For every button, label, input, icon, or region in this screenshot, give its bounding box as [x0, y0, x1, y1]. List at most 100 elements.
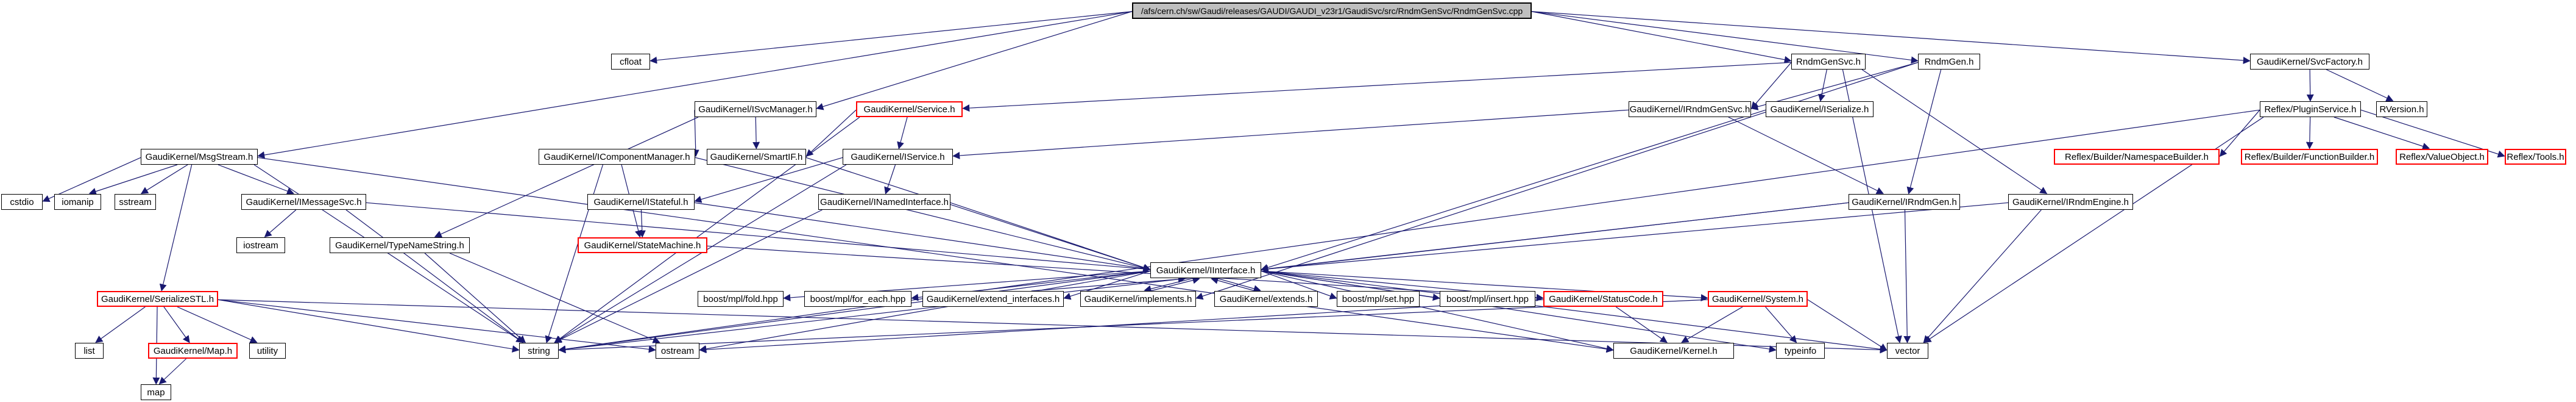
include-edge-imessagesvc-to-iinterface: [366, 202, 1151, 273]
include-edge-msgstream-to-sstream: [140, 164, 188, 194]
graph-node-ostream[interactable]: ostream: [656, 343, 699, 359]
include-edge-msgstream-to-iomanip: [88, 164, 178, 195]
graph-node-iservice[interactable]: GaudiKernel/IService.h: [843, 149, 953, 165]
graph-node-smartif[interactable]: GaudiKernel/SmartIF.h: [707, 149, 806, 165]
graph-node-fold[interactable]: boost/mpl/fold.hpp: [698, 291, 784, 307]
graph-node-rndmgen_h[interactable]: RndmGen.h: [1918, 54, 1980, 70]
graph-node-extends[interactable]: GaudiKernel/extends.h: [1214, 291, 1318, 307]
graph-node-map[interactable]: map: [141, 384, 171, 400]
graph-node-typenamestring[interactable]: GaudiKernel/TypeNameString.h: [330, 237, 470, 253]
include-edge-smartif-to-iinterface: [805, 157, 1151, 271]
include-edge-msgstream-to-cstdio: [42, 157, 141, 203]
include-edge-rndmgen_h-to-irndmgen: [1906, 69, 1942, 195]
include-edge-system-to-kernel: [1681, 306, 1743, 343]
include-edge-svcfactory-to-rversion: [2326, 69, 2394, 102]
include-edge-rndmgen_h-to-irndmgensvc: [1750, 62, 1919, 110]
graph-node-foreach[interactable]: boost/mpl/for_each.hpp: [804, 291, 911, 307]
graph-node-valueobject[interactable]: Reflex/ValueObject.h: [2396, 149, 2488, 165]
include-edge-rndmgensvc_h-to-service: [962, 62, 1792, 112]
graph-node-inamedinterface[interactable]: GaudiKernel/INamedInterface.h: [818, 194, 950, 210]
graph-node-irndmgensvc[interactable]: GaudiKernel/IRndmGenSvc.h: [1629, 101, 1751, 117]
include-edge-system-to-string: [558, 299, 1708, 354]
graph-node-string[interactable]: string: [519, 343, 559, 359]
include-edge-iservice-to-string: [554, 164, 847, 343]
graph-node-implements[interactable]: GaudiKernel/implements.h: [1080, 291, 1196, 307]
graph-node-imessagesvc[interactable]: GaudiKernel/IMessageSvc.h: [241, 194, 366, 210]
graph-node-statuscode[interactable]: GaudiKernel/StatusCode.h: [1543, 291, 1663, 307]
graph-node-extendif[interactable]: GaudiKernel/extend_interfaces.h: [922, 291, 1064, 307]
include-edge-statemachine-to-statuscode: [707, 245, 1544, 302]
include-edge-iinterface-to-typeinfo: [1261, 270, 1777, 353]
include-edge-irndmgen-to-vector: [1903, 209, 1911, 343]
include-edge-pluginservice-to-valueobject: [2334, 117, 2430, 150]
include-edge-icomponentmanager-to-iinterface: [695, 157, 1151, 272]
graph-node-statemachine[interactable]: GaudiKernel/StateMachine.h: [578, 237, 707, 253]
graph-node-isvcmanager[interactable]: GaudiKernel/ISvcManager.h: [695, 101, 816, 117]
include-edge-typenamestring-to-ostream: [449, 253, 660, 343]
include-edge-irndmengine-to-iinterface: [1261, 202, 2009, 273]
include-edge-system-to-vector: [1807, 299, 1888, 351]
include-edge-rndmgensvc_h-to-irndmengine: [1861, 69, 2048, 195]
graph-node-insert[interactable]: boost/mpl/insert.hpp: [1440, 291, 1535, 307]
graph-node-rndmgensvc_h[interactable]: RndmGenSvc.h: [1791, 54, 1866, 70]
include-edge-rndmgensvc_h-to-iserialize: [1818, 69, 1827, 102]
graph-node-map_h[interactable]: GaudiKernel/Map.h: [148, 343, 238, 359]
include-edge-imessagesvc-to-string: [345, 209, 524, 343]
graph-node-pluginservice[interactable]: Reflex/PluginService.h: [2260, 101, 2361, 117]
include-edge-cpp-to-rndmgen_h: [1531, 11, 1919, 64]
include-edge-isvcmanager-to-typenamestring: [434, 117, 699, 238]
include-edge-irndmengine-to-vector: [1923, 209, 2042, 343]
include-edge-inamedinterface-to-iinterface: [950, 202, 1151, 271]
include-edge-serializestl-to-vector: [218, 299, 1888, 354]
include-edge-iinterface-to-set: [1261, 270, 1337, 300]
graph-node-sstream[interactable]: sstream: [115, 194, 156, 210]
graph-node-irndmgen[interactable]: GaudiKernel/IRndmGen.h: [1849, 194, 1960, 210]
include-edge-istateful-to-iinterface: [694, 202, 1151, 273]
graph-node-service[interactable]: GaudiKernel/Service.h: [856, 101, 963, 117]
graph-node-serializestl[interactable]: GaudiKernel/SerializeSTL.h: [97, 291, 218, 307]
include-edge-cpp-to-msgstream: [257, 11, 1133, 159]
graph-node-irndmengine[interactable]: GaudiKernel/IRndmEngine.h: [2008, 194, 2133, 210]
graph-node-kernel[interactable]: GaudiKernel/Kernel.h: [1613, 343, 1734, 359]
graph-node-rversion[interactable]: RVersion.h: [2376, 101, 2427, 117]
include-edge-inamedinterface-to-string: [554, 209, 823, 343]
graph-node-nsbuilder[interactable]: Reflex/Builder/NamespaceBuilder.h: [2054, 149, 2220, 165]
include-edge-pluginservice-to-tools: [2360, 109, 2505, 158]
include-edge-msgstream-to-kernel: [257, 157, 1614, 353]
graph-node-iinterface[interactable]: GaudiKernel/IInterface.h: [1150, 262, 1261, 278]
graph-node-cstdio[interactable]: cstdio: [1, 194, 43, 210]
graph-node-system[interactable]: GaudiKernel/System.h: [1708, 291, 1808, 307]
graph-node-set[interactable]: boost/mpl/set.hpp: [1337, 291, 1420, 307]
graph-node-iserialize[interactable]: GaudiKernel/ISerialize.h: [1766, 101, 1874, 117]
graph-node-cpp[interactable]: /afs/cern.ch/sw/Gaudi/releases/GAUDI/GAU…: [1132, 2, 1532, 19]
include-edge-service-to-string: [554, 117, 860, 343]
graph-node-icomponentmanager[interactable]: GaudiKernel/IComponentManager.h: [539, 149, 695, 165]
include-edge-iinterface-to-vector: [1261, 270, 1888, 353]
include-edge-msgstream-to-serializestl: [159, 164, 193, 292]
include-edge-cpp-to-isvcmanager: [816, 11, 1133, 110]
graph-node-istateful[interactable]: GaudiKernel/IStateful.h: [587, 194, 695, 210]
graph-node-msgstream[interactable]: GaudiKernel/MsgStream.h: [141, 149, 258, 165]
include-edge-map_h-to-map: [158, 358, 187, 385]
graph-node-iomanip[interactable]: iomanip: [54, 194, 101, 210]
graph-node-tools[interactable]: Reflex/Tools.h: [2505, 149, 2566, 165]
graph-node-cfloat[interactable]: cfloat: [611, 54, 650, 70]
include-edge-system-to-typeinfo: [1765, 306, 1797, 343]
include-edge-implements-to-iinterface: [1150, 276, 1200, 292]
graph-node-list[interactable]: list: [75, 343, 104, 359]
graph-node-vector[interactable]: vector: [1887, 343, 1928, 359]
include-edge-icomponentmanager-to-string: [545, 164, 604, 343]
graph-node-fnbuilder[interactable]: Reflex/Builder/FunctionBuilder.h: [2241, 149, 2378, 165]
include-edge-isvcmanager-to-icomponentmanager: [692, 110, 699, 157]
graph-node-typeinfo[interactable]: typeinfo: [1776, 343, 1825, 359]
include-edge-statuscode-to-ostream: [699, 299, 1544, 354]
graph-node-svcfactory[interactable]: GaudiKernel/SvcFactory.h: [2250, 54, 2369, 70]
include-edge-msgstream-to-imessagesvc: [218, 164, 295, 195]
include-edge-service-to-iservice: [897, 117, 908, 149]
graph-node-utility[interactable]: utility: [249, 343, 286, 359]
include-edge-iserialize-to-iinterface: [1261, 109, 1766, 271]
include-edge-cpp-to-cfloat: [649, 11, 1133, 64]
graph-node-iostream[interactable]: iostream: [236, 237, 285, 253]
